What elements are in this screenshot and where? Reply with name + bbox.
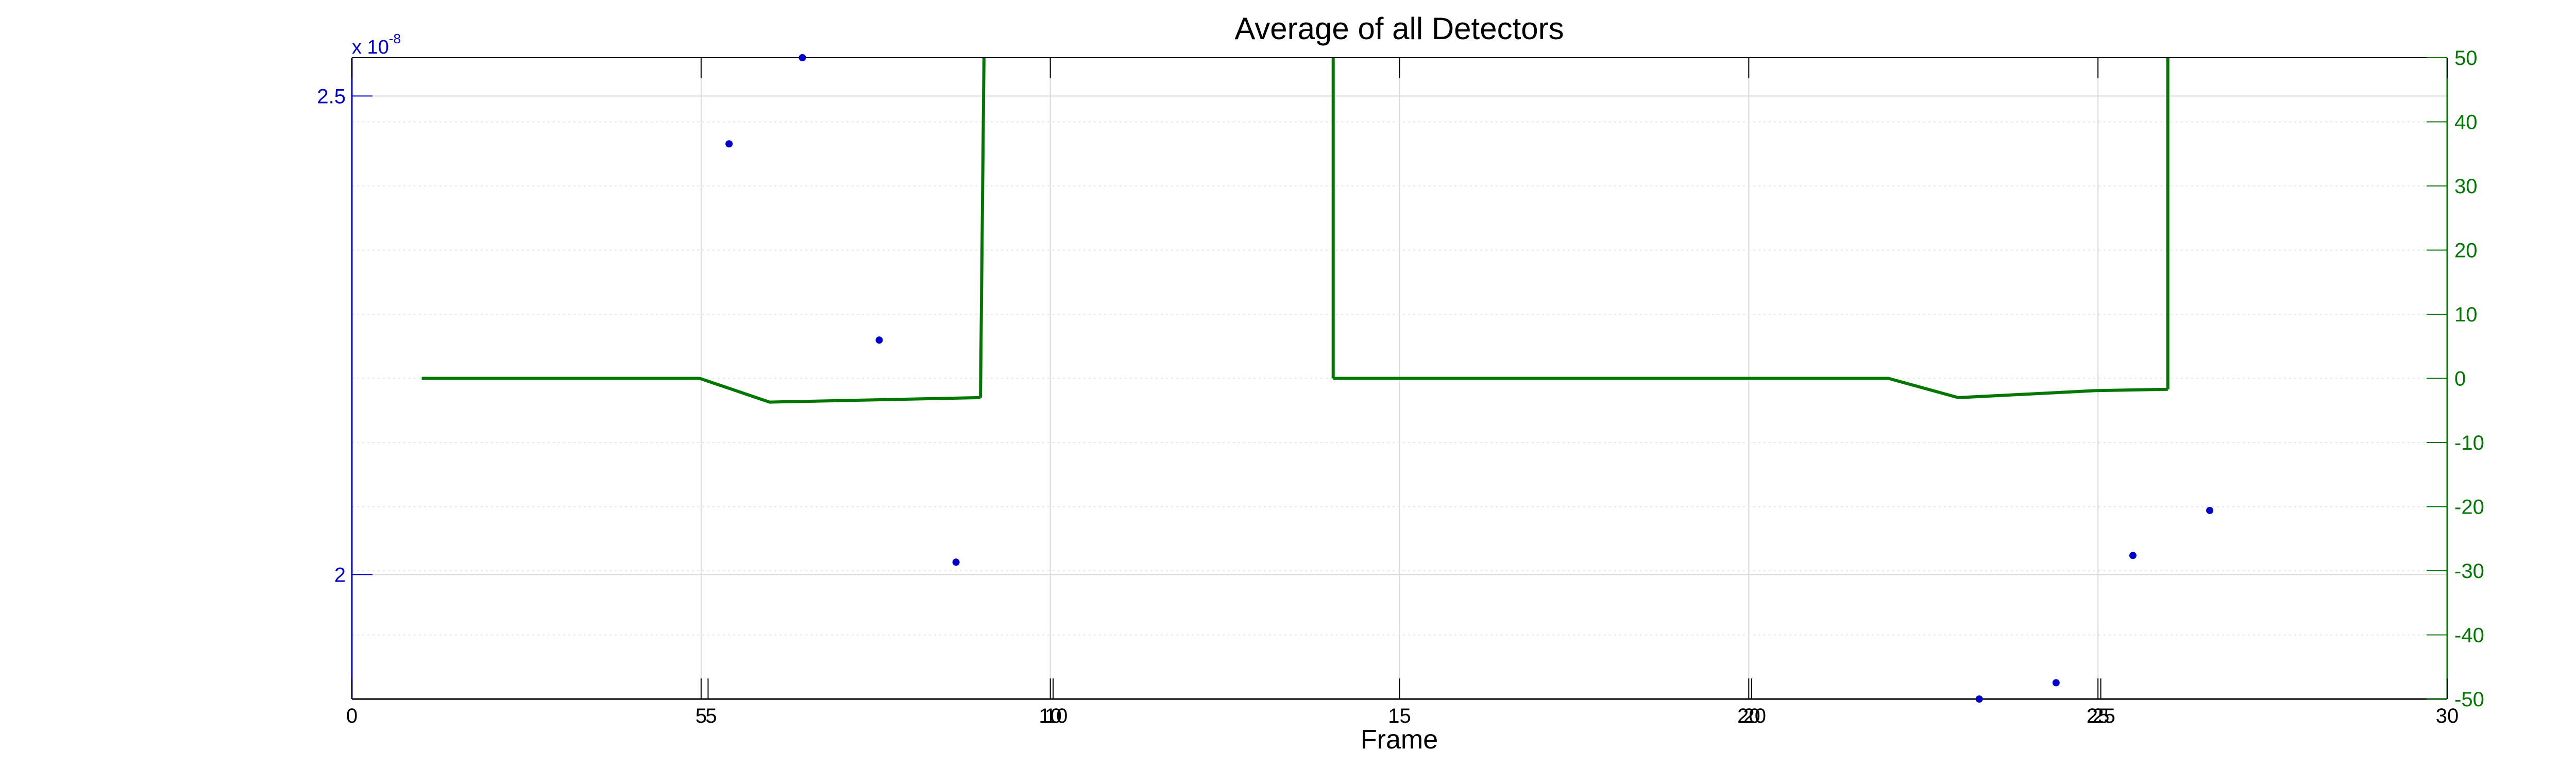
scatter-point-7 xyxy=(2206,506,2214,514)
right-tick-label-6: -10 xyxy=(2454,432,2484,454)
scatter-point-4 xyxy=(1975,695,1983,703)
left-tick-label-1: 2 xyxy=(334,564,346,586)
right-tick-label-10: -50 xyxy=(2454,688,2484,711)
left-tick-label-0: 2.5 xyxy=(317,85,346,108)
left-axis-exponent-base: x 10 xyxy=(352,37,389,58)
x-axis-label: Frame xyxy=(1361,725,1438,755)
x2-tick-label-3: 25 xyxy=(2092,705,2115,727)
scatter-point-3 xyxy=(952,558,960,566)
scatter-series xyxy=(725,54,2214,703)
scatter-point-5 xyxy=(2052,679,2060,687)
x2-tick-label-1: 10 xyxy=(1045,705,1068,727)
scatter-point-0 xyxy=(725,140,733,148)
right-tick-label-1: 40 xyxy=(2454,111,2478,134)
x-tick-label-2: 10 xyxy=(1039,705,1062,727)
right-tick-label-0: 50 xyxy=(2454,47,2478,70)
left-axis-exponent-power: -8 xyxy=(389,31,401,46)
scatter-point-1 xyxy=(799,54,806,61)
chart-title: Average of all Detectors xyxy=(1234,11,1564,46)
right-tick-label-3: 20 xyxy=(2454,240,2478,262)
x-tick-label-3: 15 xyxy=(1388,705,1411,727)
x-tick-label-0: 0 xyxy=(346,705,358,727)
axes xyxy=(351,57,2448,700)
x-tick-label-1: 5 xyxy=(696,705,707,727)
scatter-point-6 xyxy=(2129,552,2137,559)
line-segment-0-3 xyxy=(1333,377,2168,399)
x2-tick-label-2: 20 xyxy=(1743,705,1767,727)
x-tick-label-6: 30 xyxy=(2436,705,2459,727)
tick-labels: 0 5 10 15 20 25 30 5 10 20 25 2.5 2 50 40 30 20 10 0 -10 -20… xyxy=(317,47,2484,727)
right-tick-label-5: 0 xyxy=(2454,368,2466,390)
right-tick-label-7: -20 xyxy=(2454,496,2484,519)
scatter-point-2 xyxy=(875,336,883,344)
line-series xyxy=(421,57,2170,404)
right-tick-label-9: -40 xyxy=(2454,624,2484,647)
x2-tick-label-0: 5 xyxy=(705,705,717,727)
right-tick-label-2: 30 xyxy=(2454,175,2478,198)
right-tick-label-4: 10 xyxy=(2454,303,2478,326)
x-tick-label-4: 20 xyxy=(1737,705,1760,727)
left-axis-exponent: x 10-8 xyxy=(352,31,401,58)
line-segment-0-0 xyxy=(421,377,981,404)
right-tick-label-8: -30 xyxy=(2454,560,2484,583)
line-segment-0-1 xyxy=(979,57,986,398)
x-tick-label-5: 25 xyxy=(2087,705,2110,727)
